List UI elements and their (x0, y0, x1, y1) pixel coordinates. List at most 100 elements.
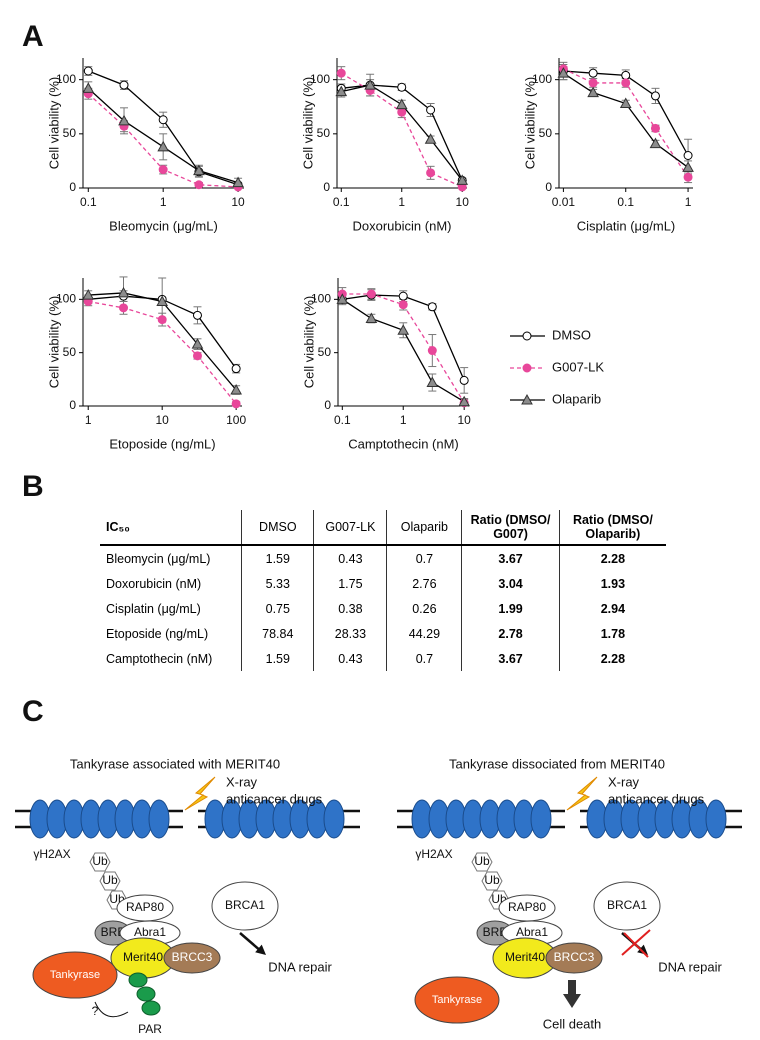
x-axis-label: Etoposide (ng/mL) (109, 436, 215, 451)
table-cell: 0.43 (313, 646, 387, 671)
x-tick-label: 0.1 (80, 195, 97, 209)
marker (117, 286, 130, 298)
marker (191, 338, 204, 349)
marker (194, 180, 204, 190)
diagram-label: DNA repair (268, 959, 332, 974)
marker (426, 168, 436, 178)
table-cell: 1.59 (241, 646, 314, 671)
marker (682, 161, 694, 172)
column-header: IC₅₀ (100, 510, 242, 546)
diagram-label: BRE (101, 925, 126, 939)
marker (193, 164, 205, 176)
table-cell: 1.75 (313, 571, 387, 596)
diagram-label: Tankyrase associated with MERIT40 (70, 756, 280, 771)
y-tick-label: 0 (323, 180, 330, 194)
marker (683, 151, 693, 160)
marker (395, 98, 408, 110)
x-tick-label: 100 (226, 413, 246, 427)
marker (157, 315, 167, 325)
diagram-label: Merit40 (505, 950, 545, 964)
x-tick-label: 0.1 (333, 195, 350, 209)
marker (588, 78, 598, 88)
table-cell: 2.28 (558, 646, 666, 671)
marker (231, 399, 241, 409)
table-row: Cisplatin (μg/mL) 0.75 0.38 0.26 1.99 2.94 (100, 596, 666, 621)
table-cell: 44.29 (386, 621, 462, 646)
marker (365, 312, 378, 324)
diagram-label: BRCA1 (607, 898, 647, 912)
marker (557, 67, 570, 78)
x-tick-label: 1 (85, 413, 92, 427)
table-row: Camptothecin (nM) 1.59 0.43 0.7 3.67 2.28 (100, 646, 666, 671)
diagram-label: RAP80 (126, 900, 164, 914)
diagram-label: Tankyrase dissociated from MERIT40 (449, 756, 665, 771)
panel-label: C (22, 695, 44, 728)
y-tick-label: 0 (69, 398, 76, 412)
diagram-label: X-ray (608, 774, 640, 789)
marker (398, 291, 408, 301)
marker (158, 115, 168, 125)
table-cell: 1.99 (461, 596, 560, 621)
y-axis-label: Cell viability (%) (522, 77, 537, 169)
marker (397, 82, 407, 92)
table-cell: 0.38 (313, 596, 387, 621)
par-unit (128, 972, 148, 988)
x-tick-label: 1 (400, 413, 407, 427)
legend-marker (522, 331, 532, 341)
x-tick-label: 1 (160, 195, 167, 209)
diagram-label: Cell death (543, 1016, 602, 1031)
y-tick-label: 50 (317, 126, 331, 140)
diagram-label: Tankyrase (50, 969, 100, 981)
marker (427, 302, 437, 312)
x-tick-label: 0.1 (617, 195, 634, 209)
lightning (184, 776, 216, 811)
nucleosome (148, 799, 170, 839)
panel-label: B (22, 470, 44, 503)
marker (649, 137, 662, 149)
series-line (341, 298, 465, 403)
x-tick-label: 10 (231, 195, 245, 209)
table-cell: 3.67 (461, 545, 560, 571)
protein (593, 881, 661, 931)
table-cell: 2.94 (558, 596, 666, 621)
x-tick-label: 0.01 (552, 195, 576, 209)
table-cell: 3.04 (461, 571, 560, 596)
marker (82, 82, 95, 93)
table-cell: Camptothecin (nM) (106, 651, 213, 666)
ubiquitin (89, 852, 111, 872)
arrow (94, 1001, 129, 1018)
diagram-label: anticancer drugs (608, 791, 705, 806)
marker (456, 174, 469, 185)
table-cell: 0.43 (313, 545, 387, 571)
x-axis-label: Doxorubicin (nM) (353, 218, 452, 233)
marker (424, 133, 437, 144)
marker (364, 79, 376, 90)
protein (32, 951, 118, 999)
ubiquitin (99, 871, 121, 891)
panel-label: A (22, 20, 44, 53)
x-tick-label: 1 (685, 195, 692, 209)
marker (232, 176, 244, 188)
marker (118, 114, 130, 126)
table-cell: 0.26 (386, 596, 462, 621)
x-tick-label: 10 (456, 195, 470, 209)
nucleosome (530, 799, 552, 839)
marker (336, 68, 346, 78)
marker (157, 140, 170, 152)
diagram-label: BRE (483, 925, 508, 939)
legend-label: DMSO (552, 327, 591, 342)
ubiquitin (481, 871, 503, 891)
marker (398, 300, 408, 310)
marker (397, 107, 407, 117)
marker (366, 289, 376, 299)
column-header: Ratio (DMSO/ Olaparib) (558, 510, 666, 546)
table-cell: 0.7 (386, 545, 462, 571)
marker (621, 70, 631, 80)
marker (335, 85, 348, 97)
y-tick-label: 0 (324, 398, 331, 412)
y-axis-label: Cell viability (%) (46, 77, 61, 169)
lightning (566, 776, 598, 811)
x-tick-label: 0.1 (334, 413, 351, 427)
marker (82, 289, 95, 300)
